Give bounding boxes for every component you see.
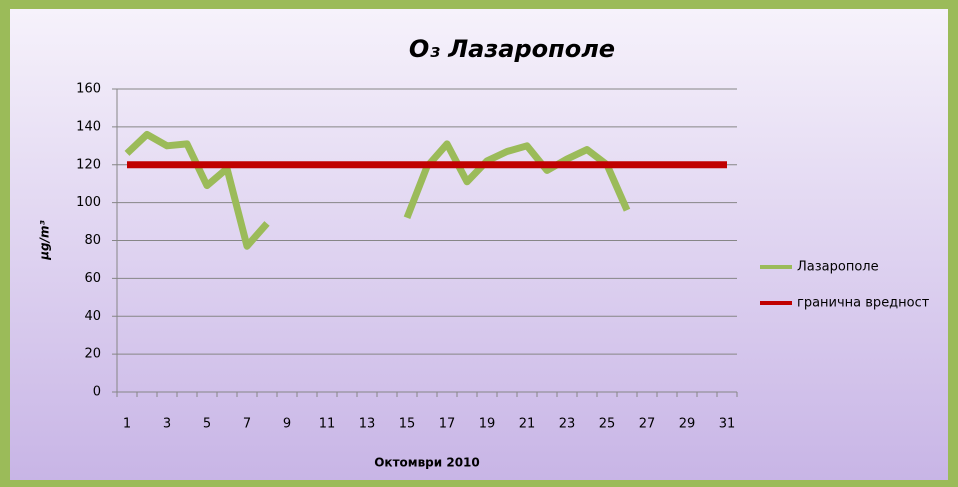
y-tick-label: 0	[93, 385, 101, 400]
y-axis-label: µg/m³	[38, 219, 52, 260]
plot-panel	[10, 9, 948, 480]
x-tick-label: 13	[359, 417, 376, 432]
x-tick-label: 25	[599, 417, 616, 432]
y-tick-label: 20	[84, 347, 101, 362]
x-tick-label: 17	[439, 417, 456, 432]
x-tick-label: 21	[519, 417, 536, 432]
chart-title: O₃ Лазарополе	[409, 35, 615, 63]
y-tick-label: 160	[76, 82, 101, 97]
x-tick-label: 7	[243, 417, 251, 432]
x-tick-label: 19	[479, 417, 496, 432]
x-axis-label: Октомври 2010	[374, 456, 480, 470]
y-tick-label: 140	[76, 119, 101, 134]
x-tick-label: 5	[203, 417, 211, 432]
x-tick-label: 31	[719, 417, 736, 432]
legend-label: Лазарополе	[797, 260, 879, 275]
x-tick-label: 29	[679, 417, 696, 432]
y-tick-label: 80	[84, 233, 101, 248]
x-tick-label: 11	[319, 417, 336, 432]
x-tick-label: 23	[559, 417, 576, 432]
x-tick-label: 9	[283, 417, 291, 432]
x-tick-label: 15	[399, 417, 416, 432]
x-tick-label: 3	[163, 417, 171, 432]
y-tick-label: 120	[76, 157, 101, 172]
x-tick-label: 27	[639, 417, 656, 432]
y-tick-label: 60	[84, 271, 101, 286]
y-tick-label: 40	[84, 309, 101, 324]
legend-label: гранична вредност	[797, 296, 930, 311]
x-tick-label: 1	[123, 417, 131, 432]
y-tick-label: 100	[76, 195, 101, 210]
